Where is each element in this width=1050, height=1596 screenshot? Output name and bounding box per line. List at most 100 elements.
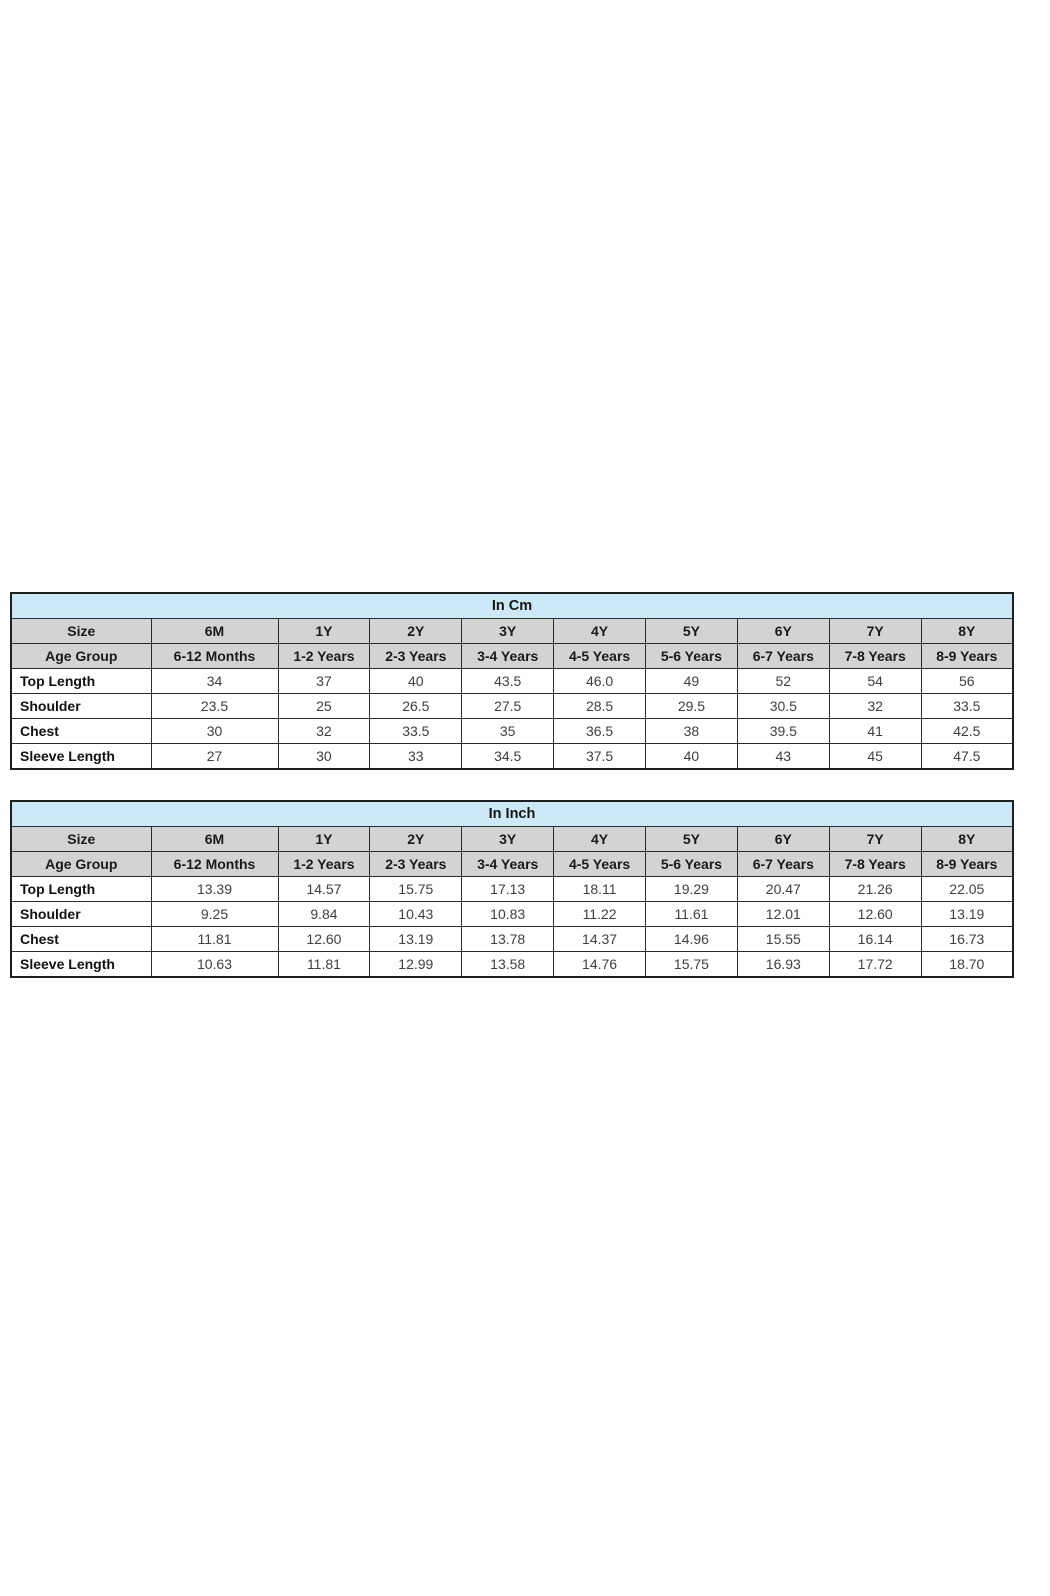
age-group-header-cell: 6-12 Months [150,851,279,877]
size-header-cell: 7Y [828,826,922,852]
measurement-value-cell: 18.11 [553,876,646,902]
measurement-value-cell: 15.75 [645,951,738,978]
measurement-value-cell: 20.47 [736,876,830,902]
measurement-value-cell: 11.22 [553,901,646,927]
measurement-value-cell: 26.5 [369,693,463,719]
measurement-value-cell: 16.14 [828,926,922,952]
measurement-value-cell: 49 [645,668,738,694]
size-header-cell: 6M [150,826,279,852]
measurement-value-cell: 30.5 [736,693,830,719]
measurement-row-label: Chest [10,926,152,952]
measurement-value-cell: 10.83 [461,901,555,927]
age-group-header-cell: 8-9 Years [920,851,1014,877]
size-header-cell: 6M [150,618,279,644]
measurement-value-cell: 33 [369,743,463,770]
measurement-row-label: Shoulder [10,901,152,927]
measurement-value-cell: 22.05 [920,876,1014,902]
measurement-value-cell: 39.5 [736,718,830,744]
measurement-row-label: Top Length [10,668,152,694]
size-header-cell: 4Y [553,826,646,852]
size-header-cell: 8Y [920,826,1014,852]
measurement-row: Chest 30 32 33.5 35 36.5 38 39.5 41 42.5 [10,718,1014,744]
measurement-value-cell: 12.99 [369,951,463,978]
measurement-value-cell: 15.75 [369,876,463,902]
measurement-value-cell: 13.39 [150,876,279,902]
measurement-row-label: Sleeve Length [10,951,152,978]
measurement-value-cell: 14.37 [553,926,646,952]
age-group-header-cell: 2-3 Years [369,643,463,669]
measurement-value-cell: 9.25 [150,901,279,927]
measurement-value-cell: 16.93 [736,951,830,978]
size-header-cell: 7Y [828,618,922,644]
size-chart-cm-section: In Cm Size 6M 1Y 2Y 3Y 4Y 5Y 6Y 7Y 8Y Age Group 6-12… [10,592,1014,770]
measurement-value-cell: 12.01 [736,901,830,927]
age-group-header-cell: 4-5 Years [553,851,646,877]
measurement-value-cell: 35 [461,718,555,744]
measurement-value-cell: 14.96 [645,926,738,952]
measurement-value-cell: 25 [277,693,371,719]
measurement-value-cell: 11.61 [645,901,738,927]
measurement-row-label: Chest [10,718,152,744]
measurement-row: Sleeve Length 27 30 33 34.5 37.5 40 43 45 47.5 [10,743,1014,770]
measurement-row: Top Length 34 37 40 43.5 46.0 49 52 54 56 [10,668,1014,694]
measurement-value-cell: 14.76 [553,951,646,978]
measurement-value-cell: 30 [277,743,371,770]
measurement-value-cell: 34.5 [461,743,555,770]
size-chart-table-inch-body: In Inch Size 6M 1Y 2Y 3Y 4Y 5Y 6Y 7Y 8Y Age Group 6-… [10,800,1014,978]
measurement-value-cell: 19.29 [645,876,738,902]
measurement-value-cell: 40 [645,743,738,770]
measurement-value-cell: 34 [150,668,279,694]
measurement-value-cell: 54 [828,668,922,694]
measurement-value-cell: 32 [828,693,922,719]
measurement-row: Shoulder 9.25 9.84 10.43 10.83 11.22 11.61 12.0… [10,901,1014,927]
measurement-value-cell: 33.5 [920,693,1014,719]
size-header-cell: 5Y [645,618,738,644]
measurement-value-cell: 37 [277,668,371,694]
measurement-value-cell: 11.81 [150,926,279,952]
measurement-value-cell: 21.26 [828,876,922,902]
age-group-header-cell: 7-8 Years [828,851,922,877]
measurement-value-cell: 46.0 [553,668,646,694]
measurement-value-cell: 10.43 [369,901,463,927]
measurement-value-cell: 23.5 [150,693,279,719]
age-group-header-cell: 3-4 Years [461,851,555,877]
measurement-value-cell: 30 [150,718,279,744]
size-row-label: Size [10,826,152,852]
measurement-value-cell: 47.5 [920,743,1014,770]
measurement-value-cell: 36.5 [553,718,646,744]
measurement-value-cell: 43 [736,743,830,770]
size-chart-table-cm: In Cm Size 6M 1Y 2Y 3Y 4Y 5Y 6Y 7Y 8Y Age Group 6-12… [10,592,1014,770]
measurement-value-cell: 37.5 [553,743,646,770]
age-group-header-cell: 2-3 Years [369,851,463,877]
measurement-value-cell: 42.5 [920,718,1014,744]
measurement-value-cell: 52 [736,668,830,694]
size-header-cell: 1Y [277,826,371,852]
measurement-value-cell: 12.60 [828,901,922,927]
measurement-value-cell: 14.57 [277,876,371,902]
measurement-row-label: Sleeve Length [10,743,152,770]
size-chart-table-cm-body: In Cm Size 6M 1Y 2Y 3Y 4Y 5Y 6Y 7Y 8Y Age Group 6-12… [10,592,1014,770]
measurement-value-cell: 13.19 [369,926,463,952]
measurement-value-cell: 13.19 [920,901,1014,927]
measurement-value-cell: 12.60 [277,926,371,952]
measurement-row: Sleeve Length 10.63 11.81 12.99 13.58 14.76 15… [10,951,1014,978]
measurement-value-cell: 27.5 [461,693,555,719]
measurement-value-cell: 40 [369,668,463,694]
measurement-value-cell: 38 [645,718,738,744]
measurement-value-cell: 9.84 [277,901,371,927]
age-group-header-cell: 5-6 Years [645,851,738,877]
measurement-value-cell: 18.70 [920,951,1014,978]
measurement-value-cell: 56 [920,668,1014,694]
measurement-value-cell: 28.5 [553,693,646,719]
measurement-row: Chest 11.81 12.60 13.19 13.78 14.37 14.96 15.55… [10,926,1014,952]
size-header-cell: 6Y [736,826,830,852]
age-group-row-label: Age Group [10,851,152,877]
size-header-cell: 3Y [461,618,555,644]
size-chart-inch-section: In Inch Size 6M 1Y 2Y 3Y 4Y 5Y 6Y 7Y 8Y Age Group 6-… [10,800,1014,978]
measurement-value-cell: 29.5 [645,693,738,719]
age-group-header-cell: 6-7 Years [736,643,830,669]
measurement-row-label: Shoulder [10,693,152,719]
size-header-cell: 5Y [645,826,738,852]
measurement-value-cell: 43.5 [461,668,555,694]
table-title: In Inch [10,800,1014,827]
